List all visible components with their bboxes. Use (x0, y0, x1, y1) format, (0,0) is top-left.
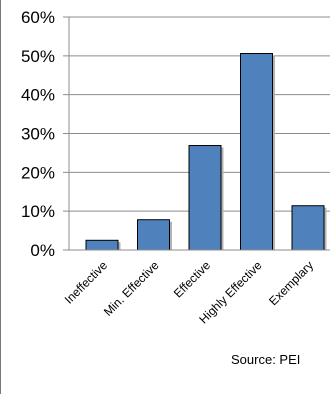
bars (86, 54, 326, 250)
bar (241, 54, 273, 250)
bar (189, 146, 221, 250)
bar (138, 220, 170, 250)
category-label: Min. Effective (101, 258, 162, 319)
category-labels: IneffectiveMin. EffectiveEffectiveHighly… (62, 258, 316, 326)
y-tick-labels: 0% 10% 20% 30% 40% 50% 60% (21, 8, 55, 260)
source-note: Source: PEI (231, 352, 300, 367)
y-tick-label: 0% (30, 241, 55, 260)
bar (292, 206, 324, 250)
y-tick-label: 40% (21, 86, 55, 105)
y-tick-label: 20% (21, 163, 55, 182)
y-tick-label: 50% (21, 47, 55, 66)
category-label: Ineffective (62, 258, 111, 307)
category-label: Exemplary (266, 258, 316, 308)
category-label: Effective (171, 258, 214, 301)
y-tick-label: 60% (21, 8, 55, 27)
bar (86, 240, 118, 250)
y-tick-label: 10% (21, 202, 55, 221)
y-tick-label: 30% (21, 125, 55, 144)
